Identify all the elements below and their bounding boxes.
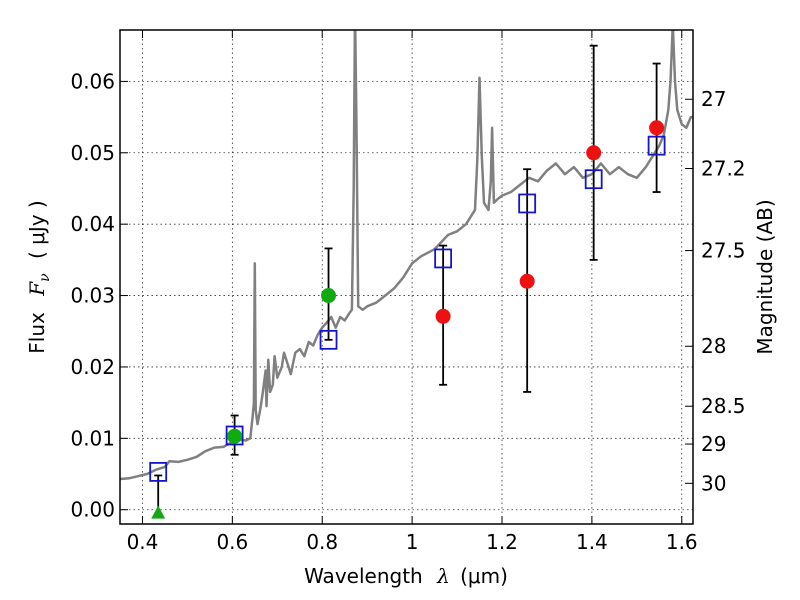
model-box-point — [518, 193, 537, 214]
x-tick-label: 1.6 — [666, 530, 698, 554]
model-box-point — [319, 329, 338, 350]
observed-point — [227, 428, 243, 444]
observed-photometry — [151, 120, 665, 519]
model-box-point — [434, 248, 453, 269]
y-axis-ticks: 0.00 0.01 0.02 0.03 0.04 0.05 0.06 — [70, 69, 128, 522]
x-tick-label: 0.8 — [306, 530, 338, 554]
observed-point — [435, 308, 451, 324]
spectrum-line — [120, 30, 693, 481]
y-tick-label: 0.05 — [70, 141, 115, 165]
y-axis-label-right: Magnitude (AB) — [753, 199, 777, 354]
y-tick-label: 0.06 — [70, 69, 115, 93]
model-box-point — [149, 461, 168, 482]
right-tick-label: 27 — [701, 87, 726, 111]
model-box-point — [584, 169, 603, 190]
plot-frame — [119, 29, 694, 525]
right-tick-label: 29 — [701, 432, 726, 456]
observed-point — [649, 120, 665, 136]
x-tick-label: 1.4 — [576, 530, 608, 554]
y-tick-label: 0.03 — [70, 284, 115, 308]
x-axis-ticks: 0.4 0.6 0.8 1 1.2 1.4 1.6 — [127, 30, 698, 554]
model-box-point — [647, 135, 666, 156]
observed-point — [519, 273, 535, 289]
right-axis-ticks: 27 27.2 27.5 28 28.5 29 30 — [685, 87, 746, 495]
observed-point — [321, 288, 337, 304]
x-tick-label: 0.4 — [127, 530, 159, 554]
model-photometry — [149, 135, 666, 482]
observed-upper-limit-point — [151, 505, 166, 519]
x-tick-label: 0.6 — [216, 530, 248, 554]
right-tick-label: 28 — [701, 334, 726, 358]
model-box-point — [225, 425, 244, 446]
y-tick-label: 0.00 — [70, 498, 115, 522]
right-tick-label: 27.2 — [701, 156, 746, 180]
right-tick-label: 27.5 — [701, 239, 746, 263]
x-axis-label: Wavelength λ (μm) — [304, 564, 508, 588]
y-axis-label-left: Flux Fν ( μJy ) — [25, 200, 54, 353]
y-tick-label: 0.02 — [70, 355, 115, 379]
right-tick-label: 28.5 — [701, 394, 746, 418]
right-tick-label: 30 — [701, 471, 726, 495]
x-tick-label: 1 — [406, 530, 419, 554]
x-tick-label: 1.2 — [486, 530, 518, 554]
model-spectrum — [120, 30, 693, 481]
y-tick-label: 0.01 — [70, 426, 115, 450]
observed-point — [586, 145, 602, 161]
y-tick-label: 0.04 — [70, 212, 115, 236]
